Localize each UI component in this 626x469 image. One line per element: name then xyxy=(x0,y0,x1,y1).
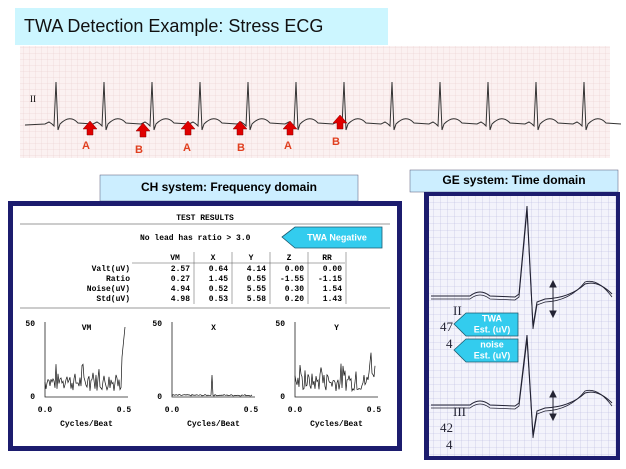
callout-text: noise xyxy=(480,339,504,349)
table-cell: 1.43 xyxy=(323,295,342,304)
twa-value: 47 xyxy=(440,319,454,334)
callout-text: TWA Negative xyxy=(307,232,367,242)
callout-text: TWA xyxy=(482,313,502,323)
y-max-label: 50 xyxy=(152,320,162,329)
table-cell: 0.53 xyxy=(209,295,228,304)
table-cell: 0.55 xyxy=(247,275,266,284)
column-header: RR xyxy=(322,254,332,263)
panel-label: Y xyxy=(334,324,339,333)
table-cell: 0.64 xyxy=(209,265,228,274)
table-cell: 2.57 xyxy=(171,265,190,274)
y-max-label: 50 xyxy=(25,320,35,329)
lead-name: III xyxy=(453,404,466,419)
results-summary: No lead has ratio > 3.0 xyxy=(140,234,251,243)
y-min-label: 0 xyxy=(30,393,35,402)
twa-value: 42 xyxy=(440,420,453,435)
beat-label: B xyxy=(237,142,245,154)
table-cell: 0.27 xyxy=(171,275,190,284)
table-cell: 0.00 xyxy=(323,265,342,274)
table-cell: 4.94 xyxy=(171,285,190,294)
column-header: Y xyxy=(249,254,254,263)
x-min-label: 0.0 xyxy=(165,406,180,415)
y-min-label: 0 xyxy=(157,393,162,402)
beat-label: B xyxy=(135,144,143,156)
x-axis-title: Cycles/Beat xyxy=(60,420,113,429)
table-cell: 5.58 xyxy=(247,295,266,304)
noise-value: 4 xyxy=(446,437,453,452)
panel-label: VM xyxy=(82,324,92,333)
callout-text: Est. (uV) xyxy=(474,324,511,334)
ch-heading: CH system: Frequency domain xyxy=(141,180,317,194)
table-cell: 0.30 xyxy=(285,285,304,294)
row-label: Noise(uV) xyxy=(87,285,130,294)
column-header: VM xyxy=(170,254,180,263)
x-axis-title: Cycles/Beat xyxy=(187,420,240,429)
x-max-label: 0.5 xyxy=(117,406,132,415)
ecg-lead-label: II xyxy=(30,94,36,104)
callout-text: Est. (uV) xyxy=(474,350,511,360)
row-label: Std(uV) xyxy=(96,295,130,304)
table-cell: 0.20 xyxy=(285,295,304,304)
column-header: X xyxy=(211,254,216,263)
table-cell: 1.45 xyxy=(209,275,228,284)
x-min-label: 0.0 xyxy=(288,406,303,415)
table-cell: 5.55 xyxy=(247,285,266,294)
beat-label: B xyxy=(332,136,340,148)
beat-label: A xyxy=(82,140,90,152)
row-label: Valt(uV) xyxy=(92,265,130,274)
slide-title: TWA Detection Example: Stress ECG xyxy=(24,16,323,36)
results-title: TEST RESULTS xyxy=(176,214,234,223)
beat-label: A xyxy=(284,140,292,152)
row-label: Ratio xyxy=(106,275,130,284)
ecg-strip xyxy=(20,46,610,158)
table-cell: -1.55 xyxy=(280,275,304,284)
x-axis-title: Cycles/Beat xyxy=(310,420,363,429)
beat-label: A xyxy=(183,142,191,154)
x-min-label: 0.0 xyxy=(38,406,53,415)
column-header: Z xyxy=(287,254,292,263)
table-cell: 0.00 xyxy=(285,265,304,274)
table-cell: 4.98 xyxy=(171,295,190,304)
y-min-label: 0 xyxy=(280,393,285,402)
x-max-label: 0.5 xyxy=(244,406,259,415)
slide: TWA Detection Example: Stress ECG II A B A… xyxy=(0,0,626,464)
table-cell: 0.52 xyxy=(209,285,228,294)
noise-value: 4 xyxy=(446,336,453,351)
table-cell: 4.14 xyxy=(247,265,266,274)
table-cell: -1.15 xyxy=(318,275,342,284)
y-max-label: 50 xyxy=(275,320,285,329)
x-max-label: 0.5 xyxy=(367,406,382,415)
panel-label: X xyxy=(211,324,216,333)
table-cell: 1.54 xyxy=(323,285,342,294)
ge-heading: GE system: Time domain xyxy=(442,173,585,187)
lead-name: II xyxy=(453,303,462,318)
